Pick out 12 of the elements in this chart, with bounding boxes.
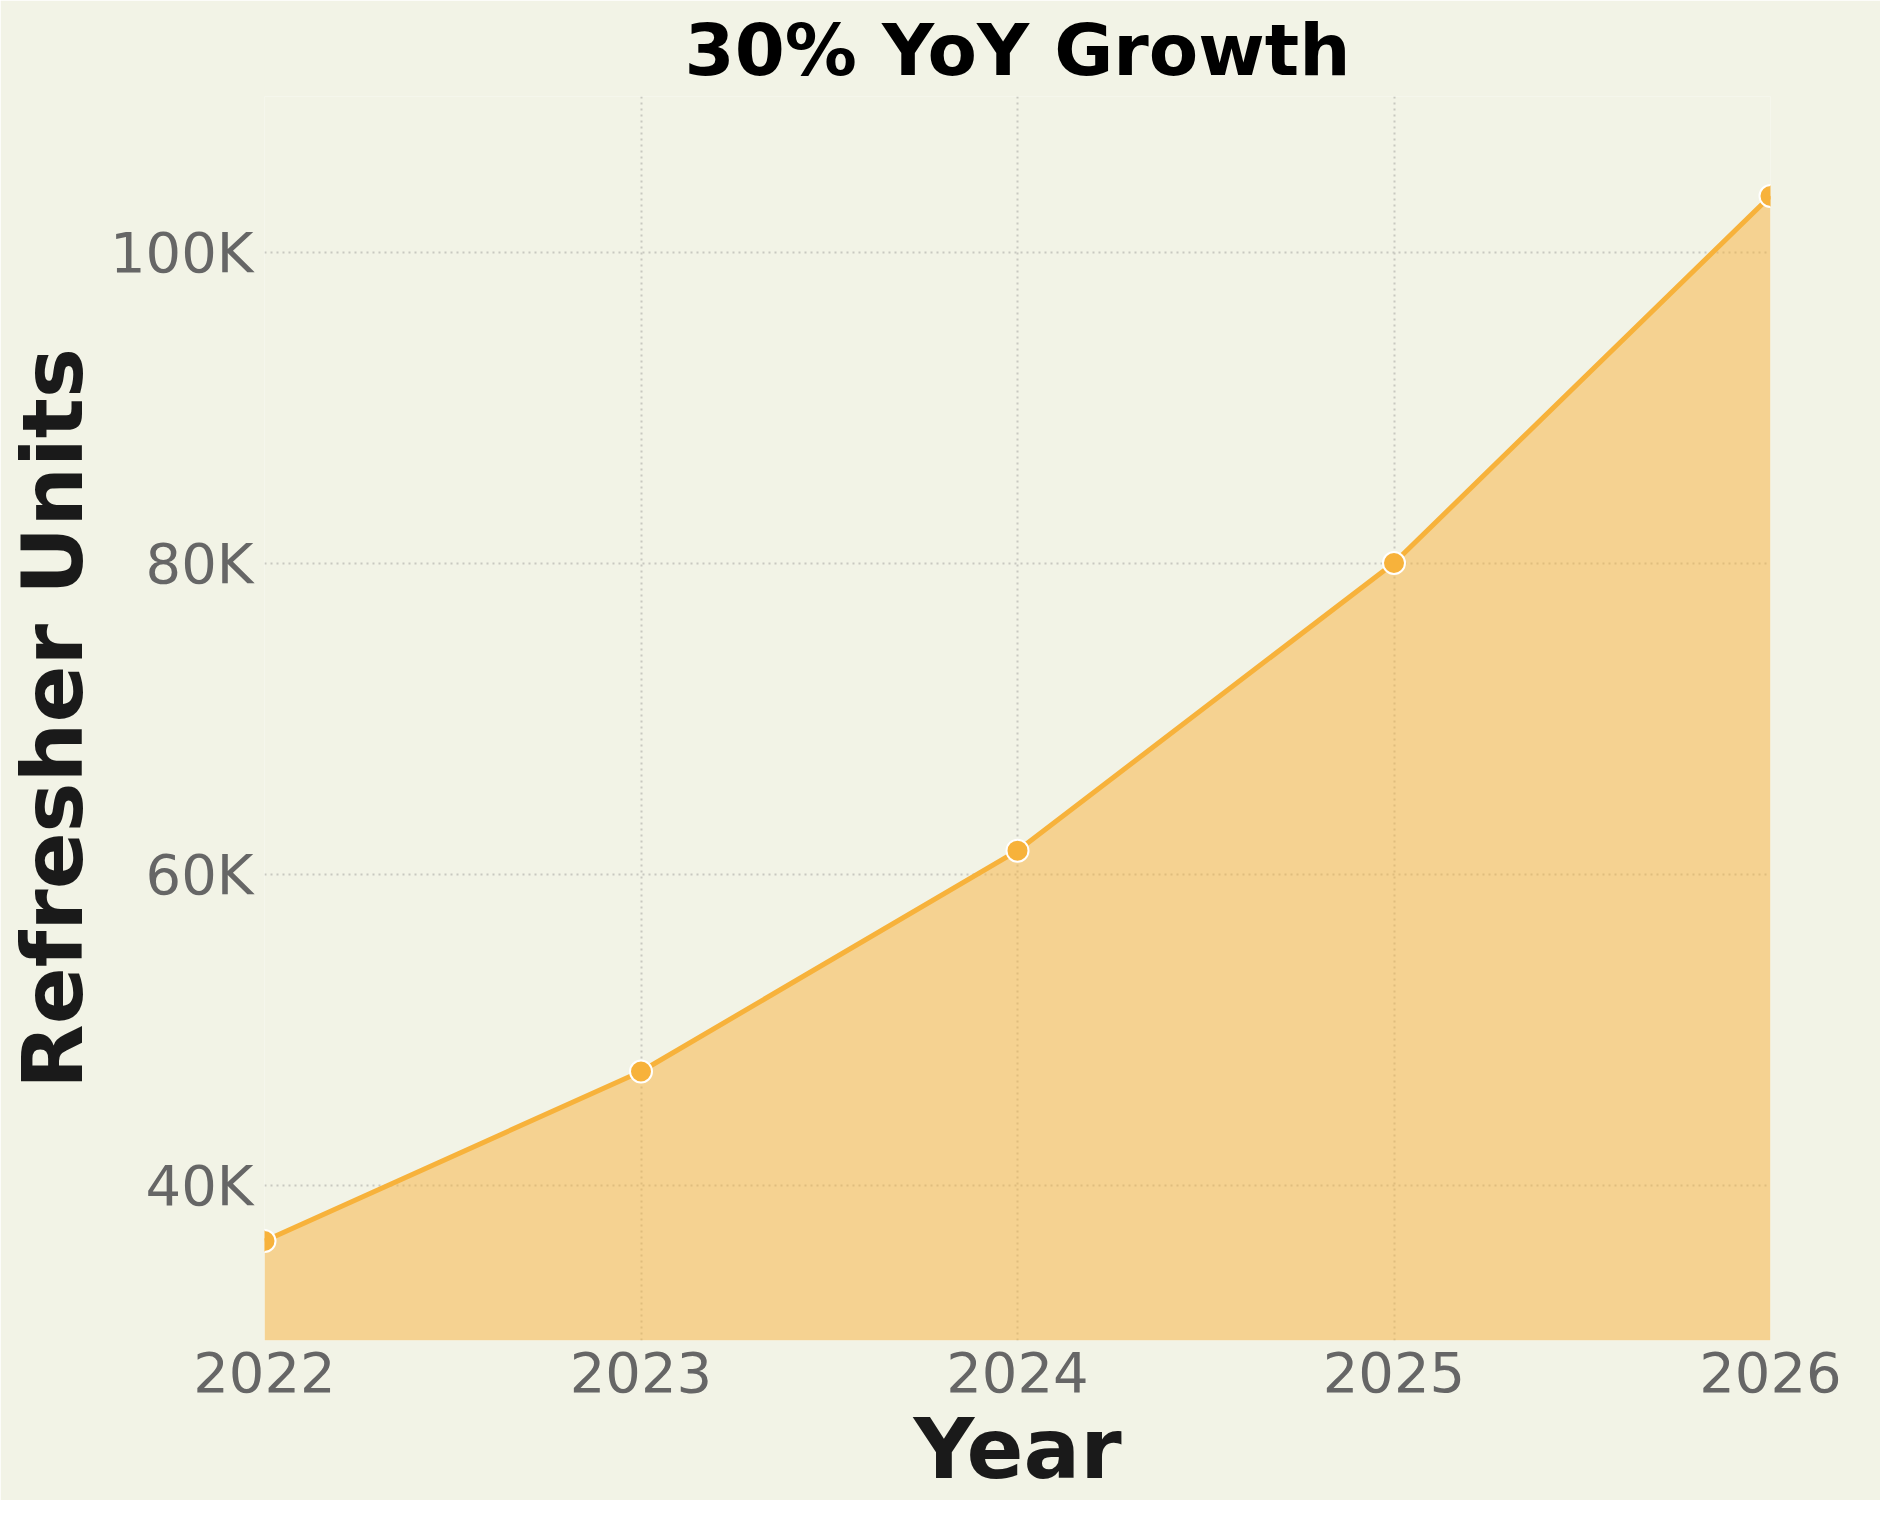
y-tick-label: 60K — [145, 841, 255, 907]
point — [1005, 838, 1030, 863]
y-tick-label: 80K — [145, 530, 255, 596]
x-tick-label: 2026 — [1699, 1339, 1842, 1405]
y-tick-label: 40K — [145, 1152, 255, 1218]
x-tick-label: 2022 — [193, 1339, 336, 1405]
x-tick-label: 2025 — [1322, 1339, 1466, 1405]
y-axis-title: Refresher Units — [3, 347, 102, 1089]
chart-title: 30% YoY Growth — [684, 7, 1351, 92]
point — [1382, 551, 1406, 575]
y-tick-label: 100K — [109, 219, 255, 285]
x-tick-label: 2023 — [569, 1339, 713, 1405]
